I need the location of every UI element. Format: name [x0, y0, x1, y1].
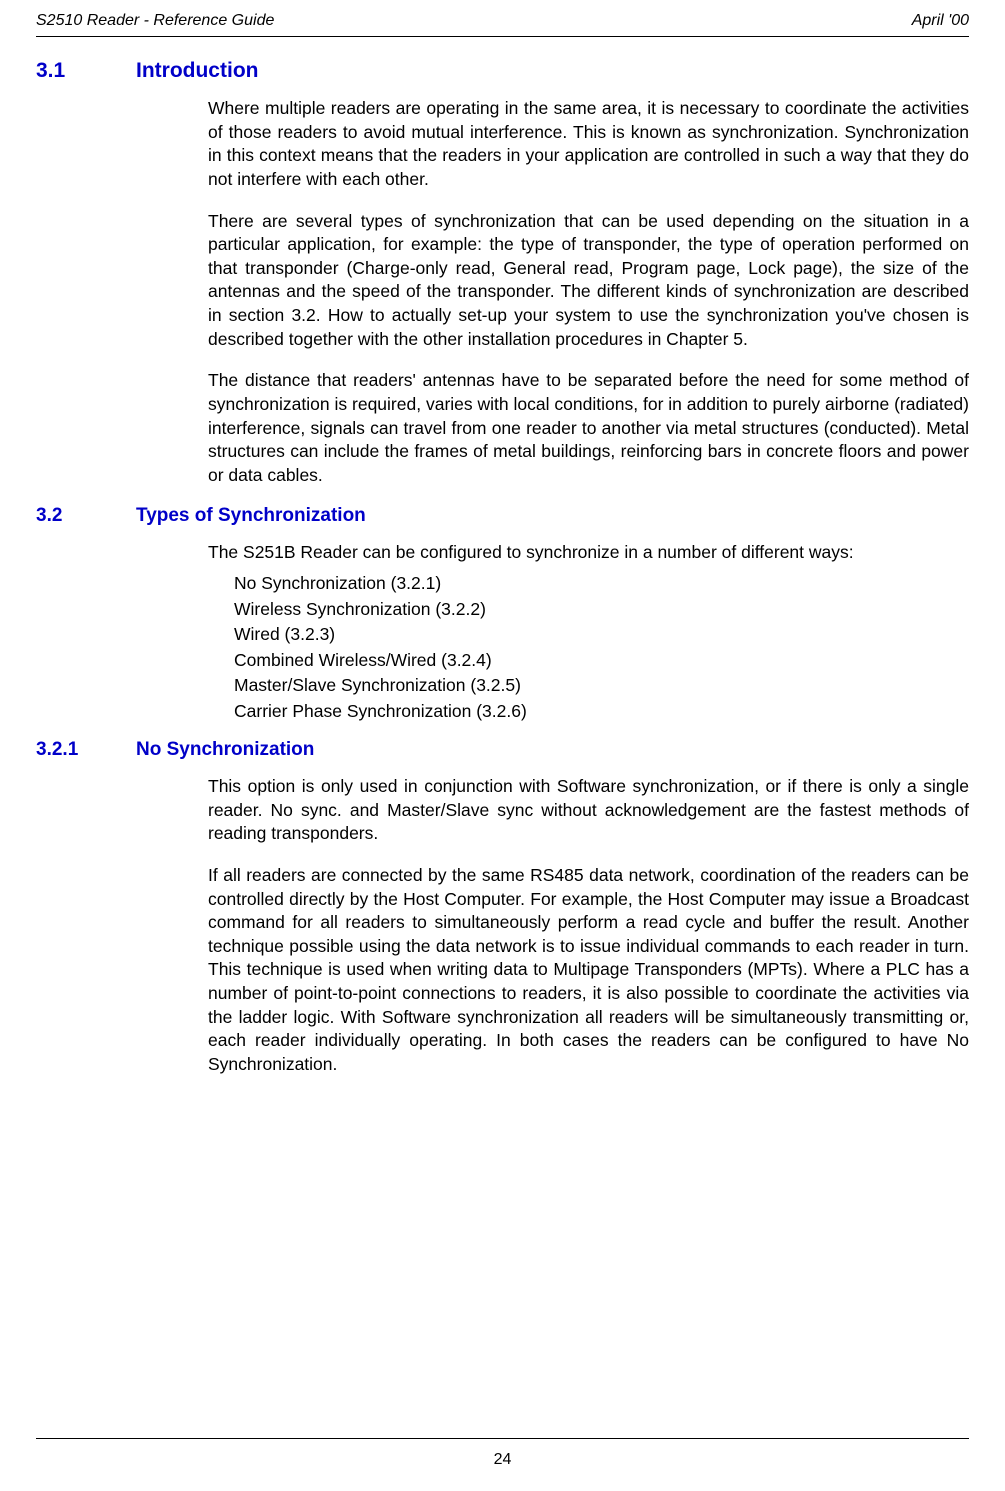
sync-list-item: Wired (3.2.3) — [234, 622, 969, 647]
para-3-2-1-1: This option is only used in conjunction … — [208, 775, 969, 846]
para-3-1-3: The distance that readers' antennas have… — [208, 369, 969, 487]
header-right: April '00 — [912, 12, 969, 30]
para-3-2-intro: The S251B Reader can be configured to sy… — [208, 541, 969, 565]
sync-list-item: Wireless Synchronization (3.2.2) — [234, 597, 969, 622]
section-title-introduction: Introduction — [136, 59, 258, 83]
sync-list-item: Master/Slave Synchronization (3.2.5) — [234, 673, 969, 698]
header-left: S2510 Reader - Reference Guide — [36, 12, 274, 30]
para-3-1-1: Where multiple readers are operating in … — [208, 97, 969, 192]
para-3-2-1-2: If all readers are connected by the same… — [208, 864, 969, 1077]
section-number-3-2-1: 3.2.1 — [36, 739, 136, 761]
sync-list-item: Carrier Phase Synchronization (3.2.6) — [234, 699, 969, 724]
section-number-3-2: 3.2 — [36, 505, 136, 527]
page-number: 24 — [36, 1451, 969, 1469]
section-number-3-1: 3.1 — [36, 59, 136, 83]
footer-rule — [36, 1438, 969, 1439]
para-3-1-2: There are several types of synchronizati… — [208, 210, 969, 352]
section-title-types-of-sync: Types of Synchronization — [136, 505, 366, 527]
section-title-no-sync: No Synchronization — [136, 739, 314, 761]
sync-list-item: No Synchronization (3.2.1) — [234, 571, 969, 596]
sync-list-item: Combined Wireless/Wired (3.2.4) — [234, 648, 969, 673]
